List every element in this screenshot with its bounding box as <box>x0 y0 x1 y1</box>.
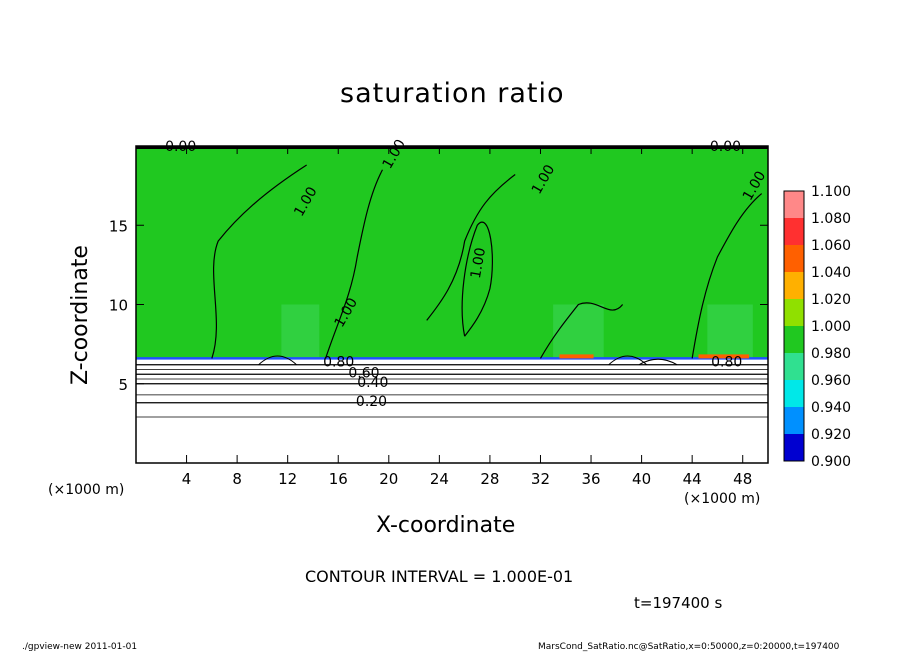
contour-label: 0.80 <box>711 354 742 370</box>
plot-area: 1.001.001.001.001.001.000.80 0.800.600.40… <box>135 137 769 464</box>
x-tick-label: 24 <box>430 470 449 488</box>
x-axis-label: X-coordinate <box>376 513 516 538</box>
contour-line-1 <box>461 221 493 337</box>
field-streak <box>281 304 320 359</box>
colorbar-frame <box>783 190 805 462</box>
x-tick-label: 20 <box>379 470 398 488</box>
x-tick-label: 48 <box>733 470 752 488</box>
contour-bump <box>638 358 678 366</box>
x-tick-label: 32 <box>531 470 550 488</box>
colorbar-label: 1.020 <box>811 292 851 308</box>
x-unit-label-left: (×1000 m) <box>48 482 125 498</box>
x-tick-label: 36 <box>581 470 600 488</box>
x-axis: 4 8 12 16 20 24 28 32 36 40 44 48 <box>182 146 752 488</box>
x-tick-label: 8 <box>232 470 242 488</box>
y-tick-label: 15 <box>109 217 128 235</box>
contour-label: 0.20 <box>356 394 387 410</box>
colorbar-segment <box>784 272 804 299</box>
colorbar-label: 0.960 <box>811 373 851 389</box>
contour-line-1 <box>325 169 384 359</box>
x-tick-label: 16 <box>329 470 348 488</box>
colorbar-segment <box>784 191 804 218</box>
contour-line-1 <box>539 302 624 359</box>
saturated-field <box>136 146 768 359</box>
contour-label: 0.80 <box>323 354 354 370</box>
colorbar-segment <box>784 353 804 380</box>
contour-label: 0.40 <box>357 375 388 391</box>
colorbar-segment <box>784 299 804 326</box>
colorbar-label: 1.060 <box>811 238 851 254</box>
y-tick-label: 5 <box>118 376 128 394</box>
colorbar: 1.100 1.080 1.060 1.040 1.020 1.000 0.980 0.960… <box>783 184 851 470</box>
contour-label: 1.00 <box>468 246 489 279</box>
colorbar-label: 1.080 <box>811 211 851 227</box>
colorbar-label: 0.900 <box>811 454 851 470</box>
contour-line-1 <box>426 174 516 321</box>
colorbar-label: 1.000 <box>811 319 851 335</box>
y-axis: 5 10 15 <box>109 217 768 394</box>
colorbar-label: 1.040 <box>811 265 851 281</box>
x-tick-label: 40 <box>632 470 651 488</box>
x-unit-label-right: (×1000 m) <box>684 491 761 507</box>
field-streak <box>553 304 604 359</box>
colorbar-segment <box>784 434 804 461</box>
contour-bump <box>258 355 297 366</box>
colorbar-label: 0.940 <box>811 400 851 416</box>
colorbar-label: 1.100 <box>811 184 851 200</box>
time-label: t=197400 s <box>634 594 723 612</box>
colorbar-segment <box>784 218 804 245</box>
colorbar-segment <box>784 326 804 353</box>
top-boundary <box>136 146 768 149</box>
supersaturation-patch <box>698 354 750 359</box>
y-axis-label: Z-coordinate <box>68 245 93 385</box>
x-tick-label: 12 <box>278 470 297 488</box>
contour-interval-text: CONTOUR INTERVAL = 1.000E-01 <box>305 567 574 586</box>
x-tick-label: 44 <box>683 470 702 488</box>
contour-line-1 <box>211 164 307 359</box>
colorbar-segment <box>784 245 804 272</box>
colorbar-segment <box>784 380 804 407</box>
contour-label: 0.60 <box>348 365 379 381</box>
footer-left-text: ./gpview-new 2011-01-01 <box>22 642 138 652</box>
x-tick-label: 4 <box>182 470 192 488</box>
supersaturation-patch <box>559 354 594 359</box>
x-tick-label: 28 <box>480 470 499 488</box>
colorbar-label: 0.980 <box>811 346 851 362</box>
contour-line-1 <box>691 193 763 359</box>
contour-label: 0.00 <box>165 139 196 155</box>
chart-title: saturation ratio <box>340 78 565 109</box>
field-streak <box>707 304 753 359</box>
colorbar-segment <box>784 407 804 434</box>
colorbar-label: 0.920 <box>811 427 851 443</box>
footer-right-text: MarsCond_SatRatio.nc@SatRatio,x=0:50000,… <box>538 642 840 652</box>
contour-label: 0.00 <box>710 139 741 155</box>
y-tick-label: 10 <box>109 297 128 315</box>
